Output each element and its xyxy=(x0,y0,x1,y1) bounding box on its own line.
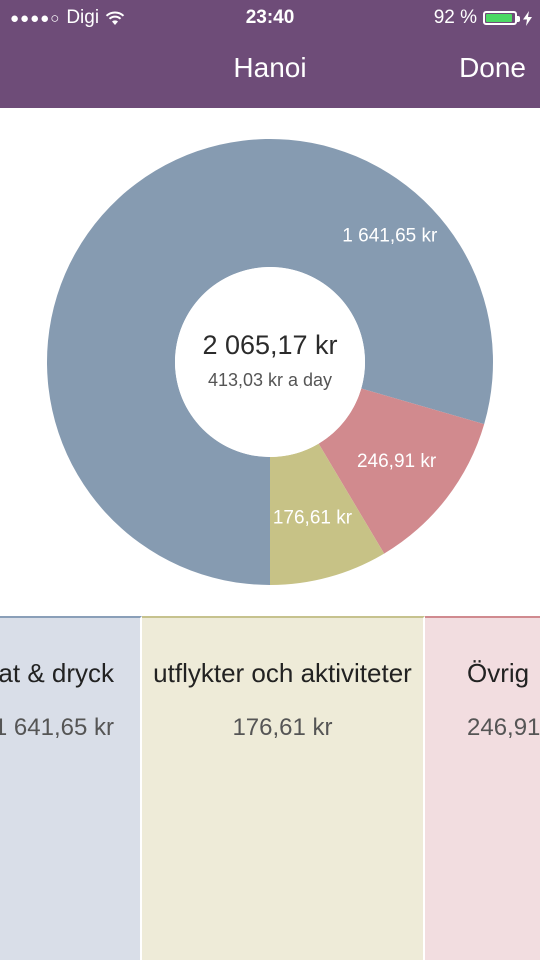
category-name: Mat & dryck xyxy=(0,658,114,688)
done-button[interactable]: Done xyxy=(459,52,526,83)
per-day-amount: 413,03 kr a day xyxy=(208,370,332,390)
category-amount: 176,61 kr xyxy=(232,714,333,741)
signal-dots-icon: ●●●●○ xyxy=(10,9,61,27)
total-amount: 2 065,17 kr xyxy=(202,330,337,360)
category-cards[interactable]: Mat & dryck 1 641,65 kr utflykter och ak… xyxy=(0,616,540,960)
category-card-utflykter[interactable]: utflykter och aktiviteter 176,61 kr xyxy=(142,616,425,960)
page-title: Hanoi xyxy=(233,52,307,83)
donut-slice-label-3: 246,91 kr xyxy=(357,451,437,472)
donut-slice-label-1: 1 641,65 kr xyxy=(342,225,438,246)
top-bar: ●●●●○ Digi 23:40 92 % Hanoi Done xyxy=(0,0,540,108)
donut-slice-2 xyxy=(270,443,385,585)
donut-slice-3 xyxy=(318,388,485,554)
battery-percent: 92 % xyxy=(433,7,477,28)
category-amount: 1 641,65 kr xyxy=(0,714,114,741)
donut-center-hole xyxy=(175,267,365,457)
charging-bolt-icon xyxy=(523,10,532,26)
battery-icon xyxy=(483,11,520,25)
status-bar: ●●●●○ Digi 23:40 92 % xyxy=(0,0,540,36)
category-name: utflykter och aktiviteter xyxy=(153,658,412,688)
category-amount: 246,91 xyxy=(467,714,540,741)
donut-slice-label-2: 176,61 kr xyxy=(273,507,353,528)
category-card-ovrigt[interactable]: Övrig 246,91 xyxy=(425,616,540,960)
wifi-icon xyxy=(105,11,125,25)
spending-donut-chart: 1 641,65 kr 246,91 kr 176,61 kr 2 065,17 k… xyxy=(47,139,494,585)
category-card-mat-dryck[interactable]: Mat & dryck 1 641,65 kr xyxy=(0,616,142,960)
carrier-name: Digi xyxy=(66,7,100,28)
status-time: 23:40 xyxy=(245,7,295,28)
category-name: Övrig xyxy=(467,658,530,688)
donut-slice-1 xyxy=(47,139,494,585)
